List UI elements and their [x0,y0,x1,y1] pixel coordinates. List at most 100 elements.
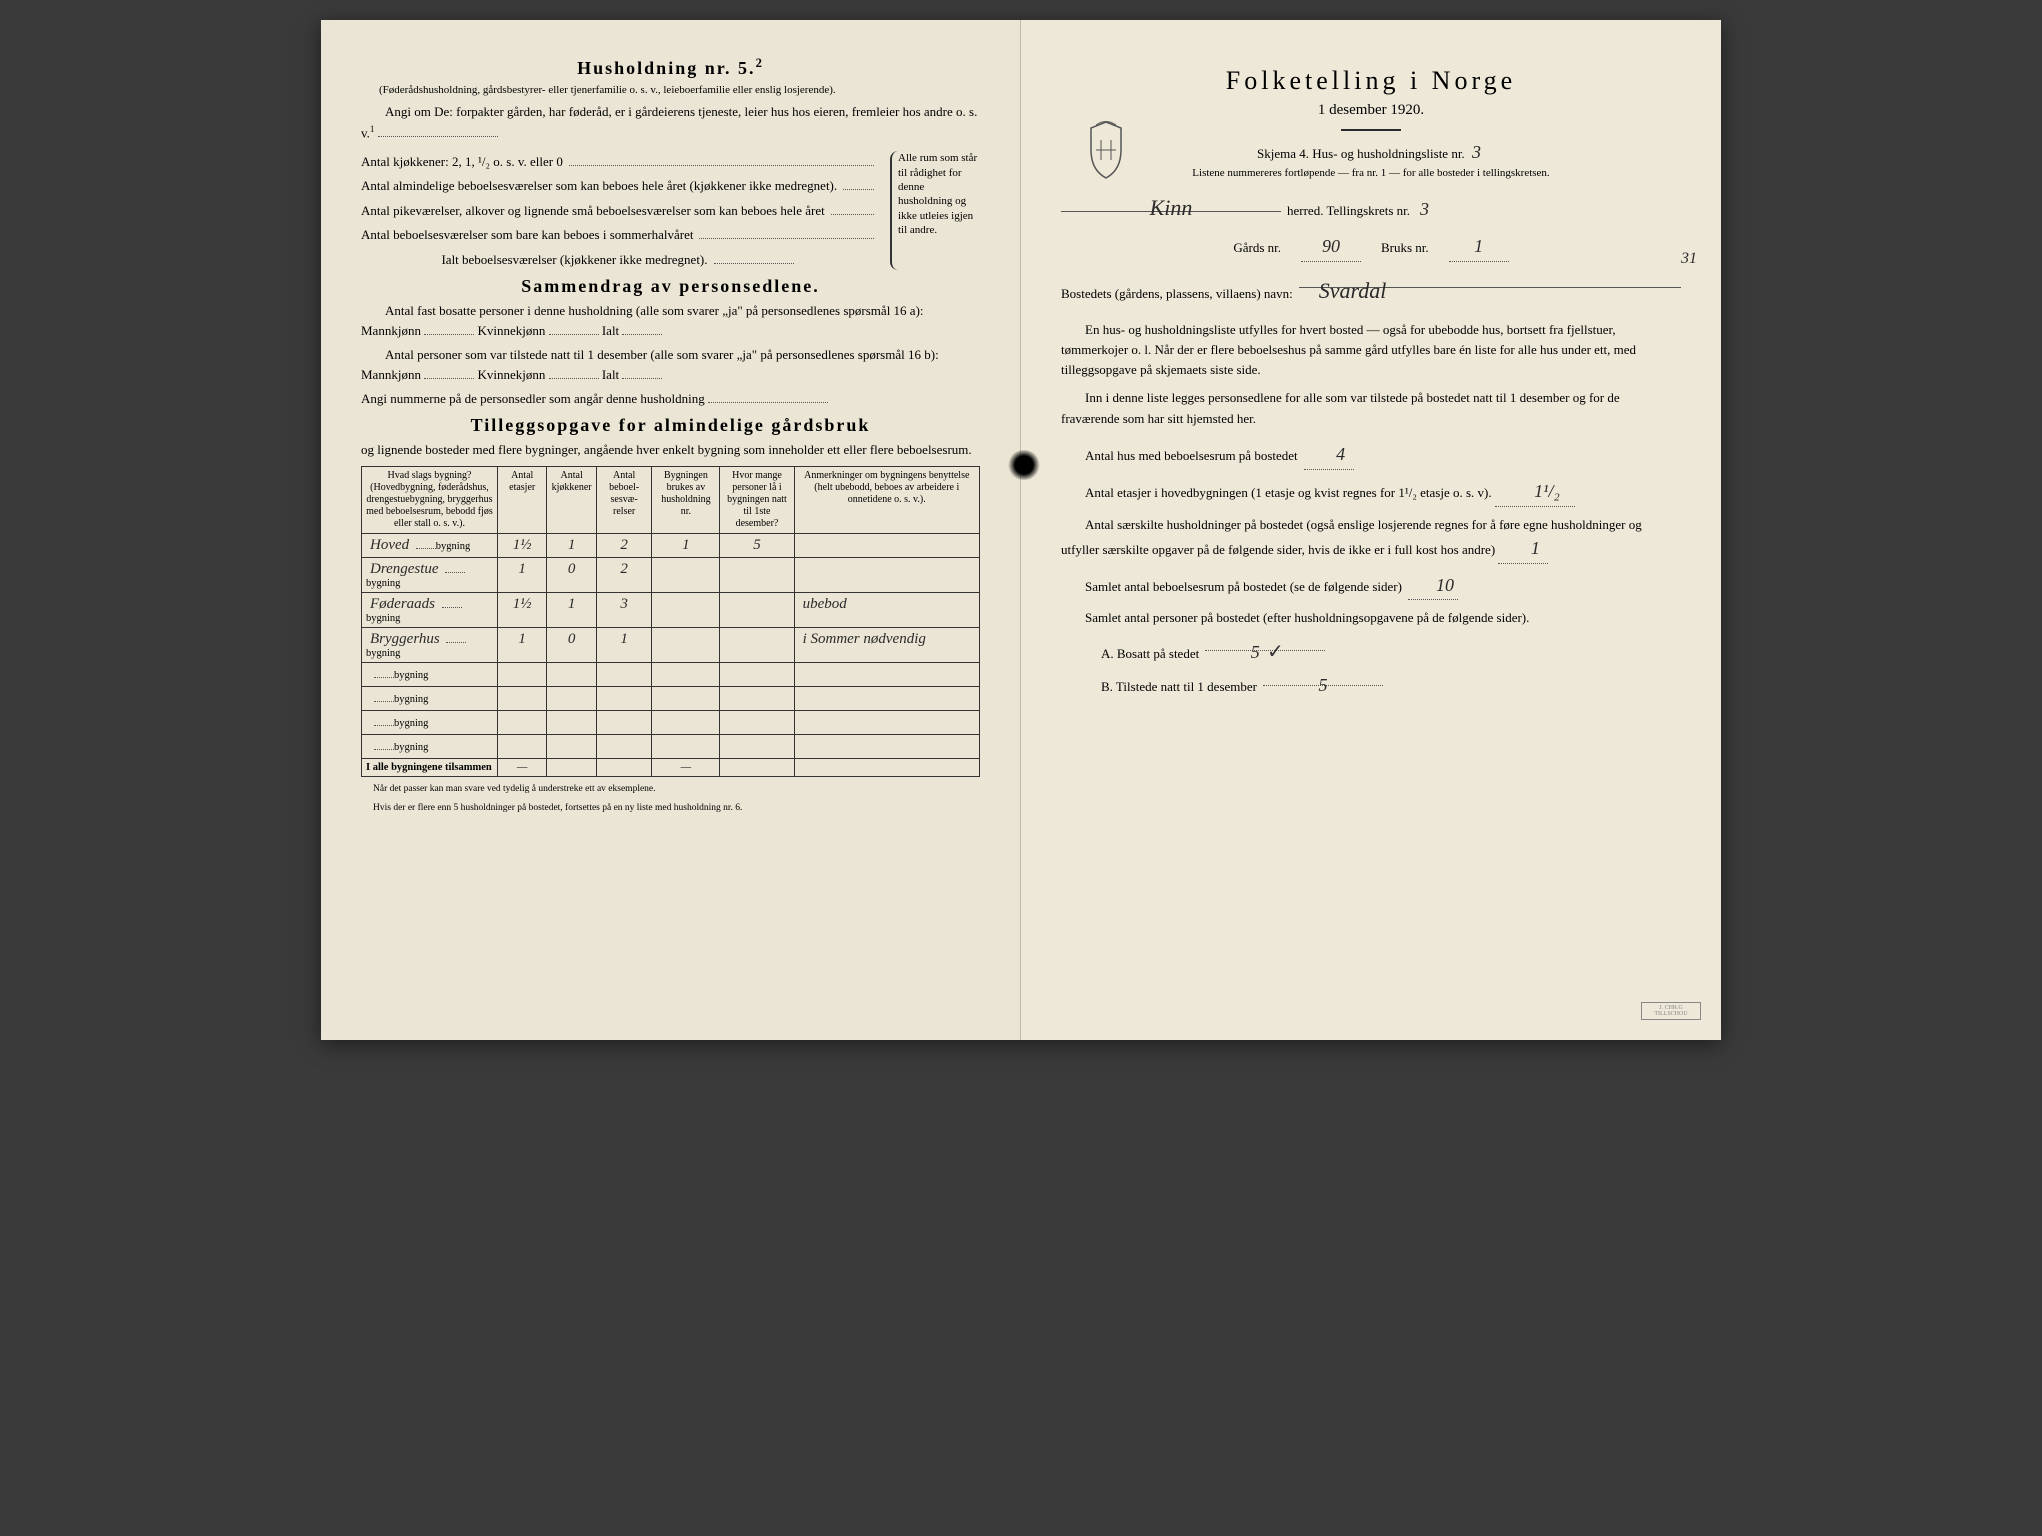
qA-blank: 5 ✓ [1205,637,1325,651]
row-hand [366,690,374,706]
main-subtitle: 1 desember 1920. [1061,102,1681,119]
kitchen-text: Antal kjøkkener: 2, 1, ¹/₂ o. s. v. elle… [361,152,563,172]
q1-val: 4 [1304,441,1354,470]
sd-line2: Antal personer som var tilstede natt til… [361,345,980,385]
q1-row: Antal hus med beboelsesrum på bostedet 4 [1061,441,1681,470]
document-spread: Husholdning nr. 5.2 (Føderådshusholdning… [321,20,1721,1040]
row-cell [652,628,720,663]
row-cell [596,687,652,711]
sd-line1: Antal fast bosatte personer i denne hush… [361,301,980,341]
row-hand: Føderaads [366,596,439,612]
row-cell [720,687,794,711]
sd2-c: Ialt [602,367,619,382]
para2: Inn i denne liste legges personsedlene f… [1061,388,1681,428]
tf-2 [547,759,596,777]
ialt-text: Ialt beboelsesværelser (kjøkkener ikke m… [441,250,707,270]
qA-val: 5 [1247,642,1264,662]
row-cell [547,711,596,735]
cell-value: 1 [514,631,530,647]
household-sup: 2 [756,56,764,70]
row-hand: Bryggerhus [366,631,444,647]
household-title: Husholdning nr. 5.2 [361,56,980,79]
tf-5 [720,759,794,777]
margin-31: 31 [1677,250,1701,268]
listene-note: Listene nummereres fortløpende — fra nr.… [1061,167,1681,179]
row-cell [596,663,652,687]
herred-label: herred. Tellingskrets nr. [1287,201,1410,221]
room-line-2: Antal pikeværelser, alkover og lignende … [361,200,874,220]
row-cell: 3 [596,593,652,628]
para1: En hus- og husholdningsliste utfylles fo… [1061,320,1681,380]
table-row: bygning [362,735,980,759]
brace-text: Alle rum som står til rådighet for denne… [898,152,977,235]
q2-label: Antal etasjer i hovedbygningen (1 etasje… [1085,485,1492,500]
row-label: Hoved bygning [362,534,498,558]
angi-line: Angi om De: forpakter gården, har føderå… [361,102,980,144]
row-label: bygning [362,687,498,711]
table-body: Hoved bygning1½1215Drengestue bygning102… [362,534,980,759]
row-cell [794,534,979,558]
rooms-block: Antal kjøkkener: 2, 1, ¹/₂ o. s. v. elle… [361,151,980,269]
row-cell: 5 [720,534,794,558]
table-foot: I alle bygningene tilsammen — — [362,759,980,777]
row-print: bygning [394,742,428,753]
room2-blank [831,200,874,214]
tillegg-sub: og lignende bosteder med flere bygninger… [361,440,980,460]
rooms-left: Antal kjøkkener: 2, 1, ¹/₂ o. s. v. elle… [361,151,874,269]
q4-label: Samlet antal beboelsesrum på bostedet (s… [1061,577,1402,597]
row-cell: 1 [547,534,596,558]
table-head: Hvad slags bygning? (Hovedbygning, føder… [362,467,980,534]
row-cell [794,711,979,735]
table-row: bygning [362,687,980,711]
tf-1: — [497,759,546,777]
cell-value: 1 [564,537,580,553]
row-cell [547,735,596,759]
row-hand [366,738,374,754]
table-row: Drengestue bygning102 [362,558,980,593]
row-cell: i Sommer nødvendig [794,628,979,663]
bosted-blank: Svardal [1299,274,1681,288]
sd1-blank2 [549,334,599,335]
cell-value: 0 [564,631,580,647]
row-label: Drengestue bygning [362,558,498,593]
row-label: Føderaads bygning [362,593,498,628]
sd2-b: Kvinnekjønn [477,367,545,382]
sd2-blank3 [622,378,662,379]
row-cell: ubebod [794,593,979,628]
row-cell: 1½ [497,534,546,558]
left-page: Husholdning nr. 5.2 (Føderådshusholdning… [321,20,1021,1040]
sd-line3: Angi nummerne på de personsedler som ang… [361,389,980,409]
row-cell [652,711,720,735]
bruk-nr: 1 [1449,233,1509,262]
q5-label: Samlet antal personer på bostedet (efter… [1061,608,1681,628]
skjema-line: Skjema 4. Hus- og husholdningsliste nr. … [1061,139,1681,167]
cell-value: 1 [616,631,632,647]
cell-value: 1½ [509,596,536,612]
row-cell [652,735,720,759]
row-cell: 1 [547,593,596,628]
cell-value: 1 [514,561,530,577]
sammendrag-title: Sammendrag av personsedlene. [361,276,980,297]
herred-blank: Kinn [1061,195,1281,213]
row-print: bygning [394,670,428,681]
row-cell [720,735,794,759]
qB-val: 5 [1315,675,1332,695]
q3-label: Antal særskilte husholdninger på bostede… [1061,517,1642,557]
qA-label: A. Bosatt på stedet [1101,644,1199,664]
th-0: Hvad slags bygning? (Hovedbygning, føder… [362,467,498,534]
brace-note: Alle rum som står til rådighet for denne… [890,151,980,269]
angi-blank [378,136,498,137]
tf-label: I alle bygningene tilsammen [362,759,498,777]
qB-label: B. Tilstede natt til 1 desember [1101,677,1257,697]
table-row: bygning [362,663,980,687]
krets-nr: 3 [1416,199,1433,220]
skjema-label: Skjema 4. Hus- og husholdningsliste nr. [1257,146,1465,161]
skjema-nr: 3 [1468,142,1485,162]
row-cell [497,711,546,735]
row-cell [652,593,720,628]
row-hand [366,666,374,682]
tillegg-title: Tilleggsopgave for almindelige gårdsbruk [361,415,980,436]
row-cell: 1½ [497,593,546,628]
row-label: bygning [362,735,498,759]
angi-text: Angi om De: forpakter gården, har føderå… [361,104,977,140]
